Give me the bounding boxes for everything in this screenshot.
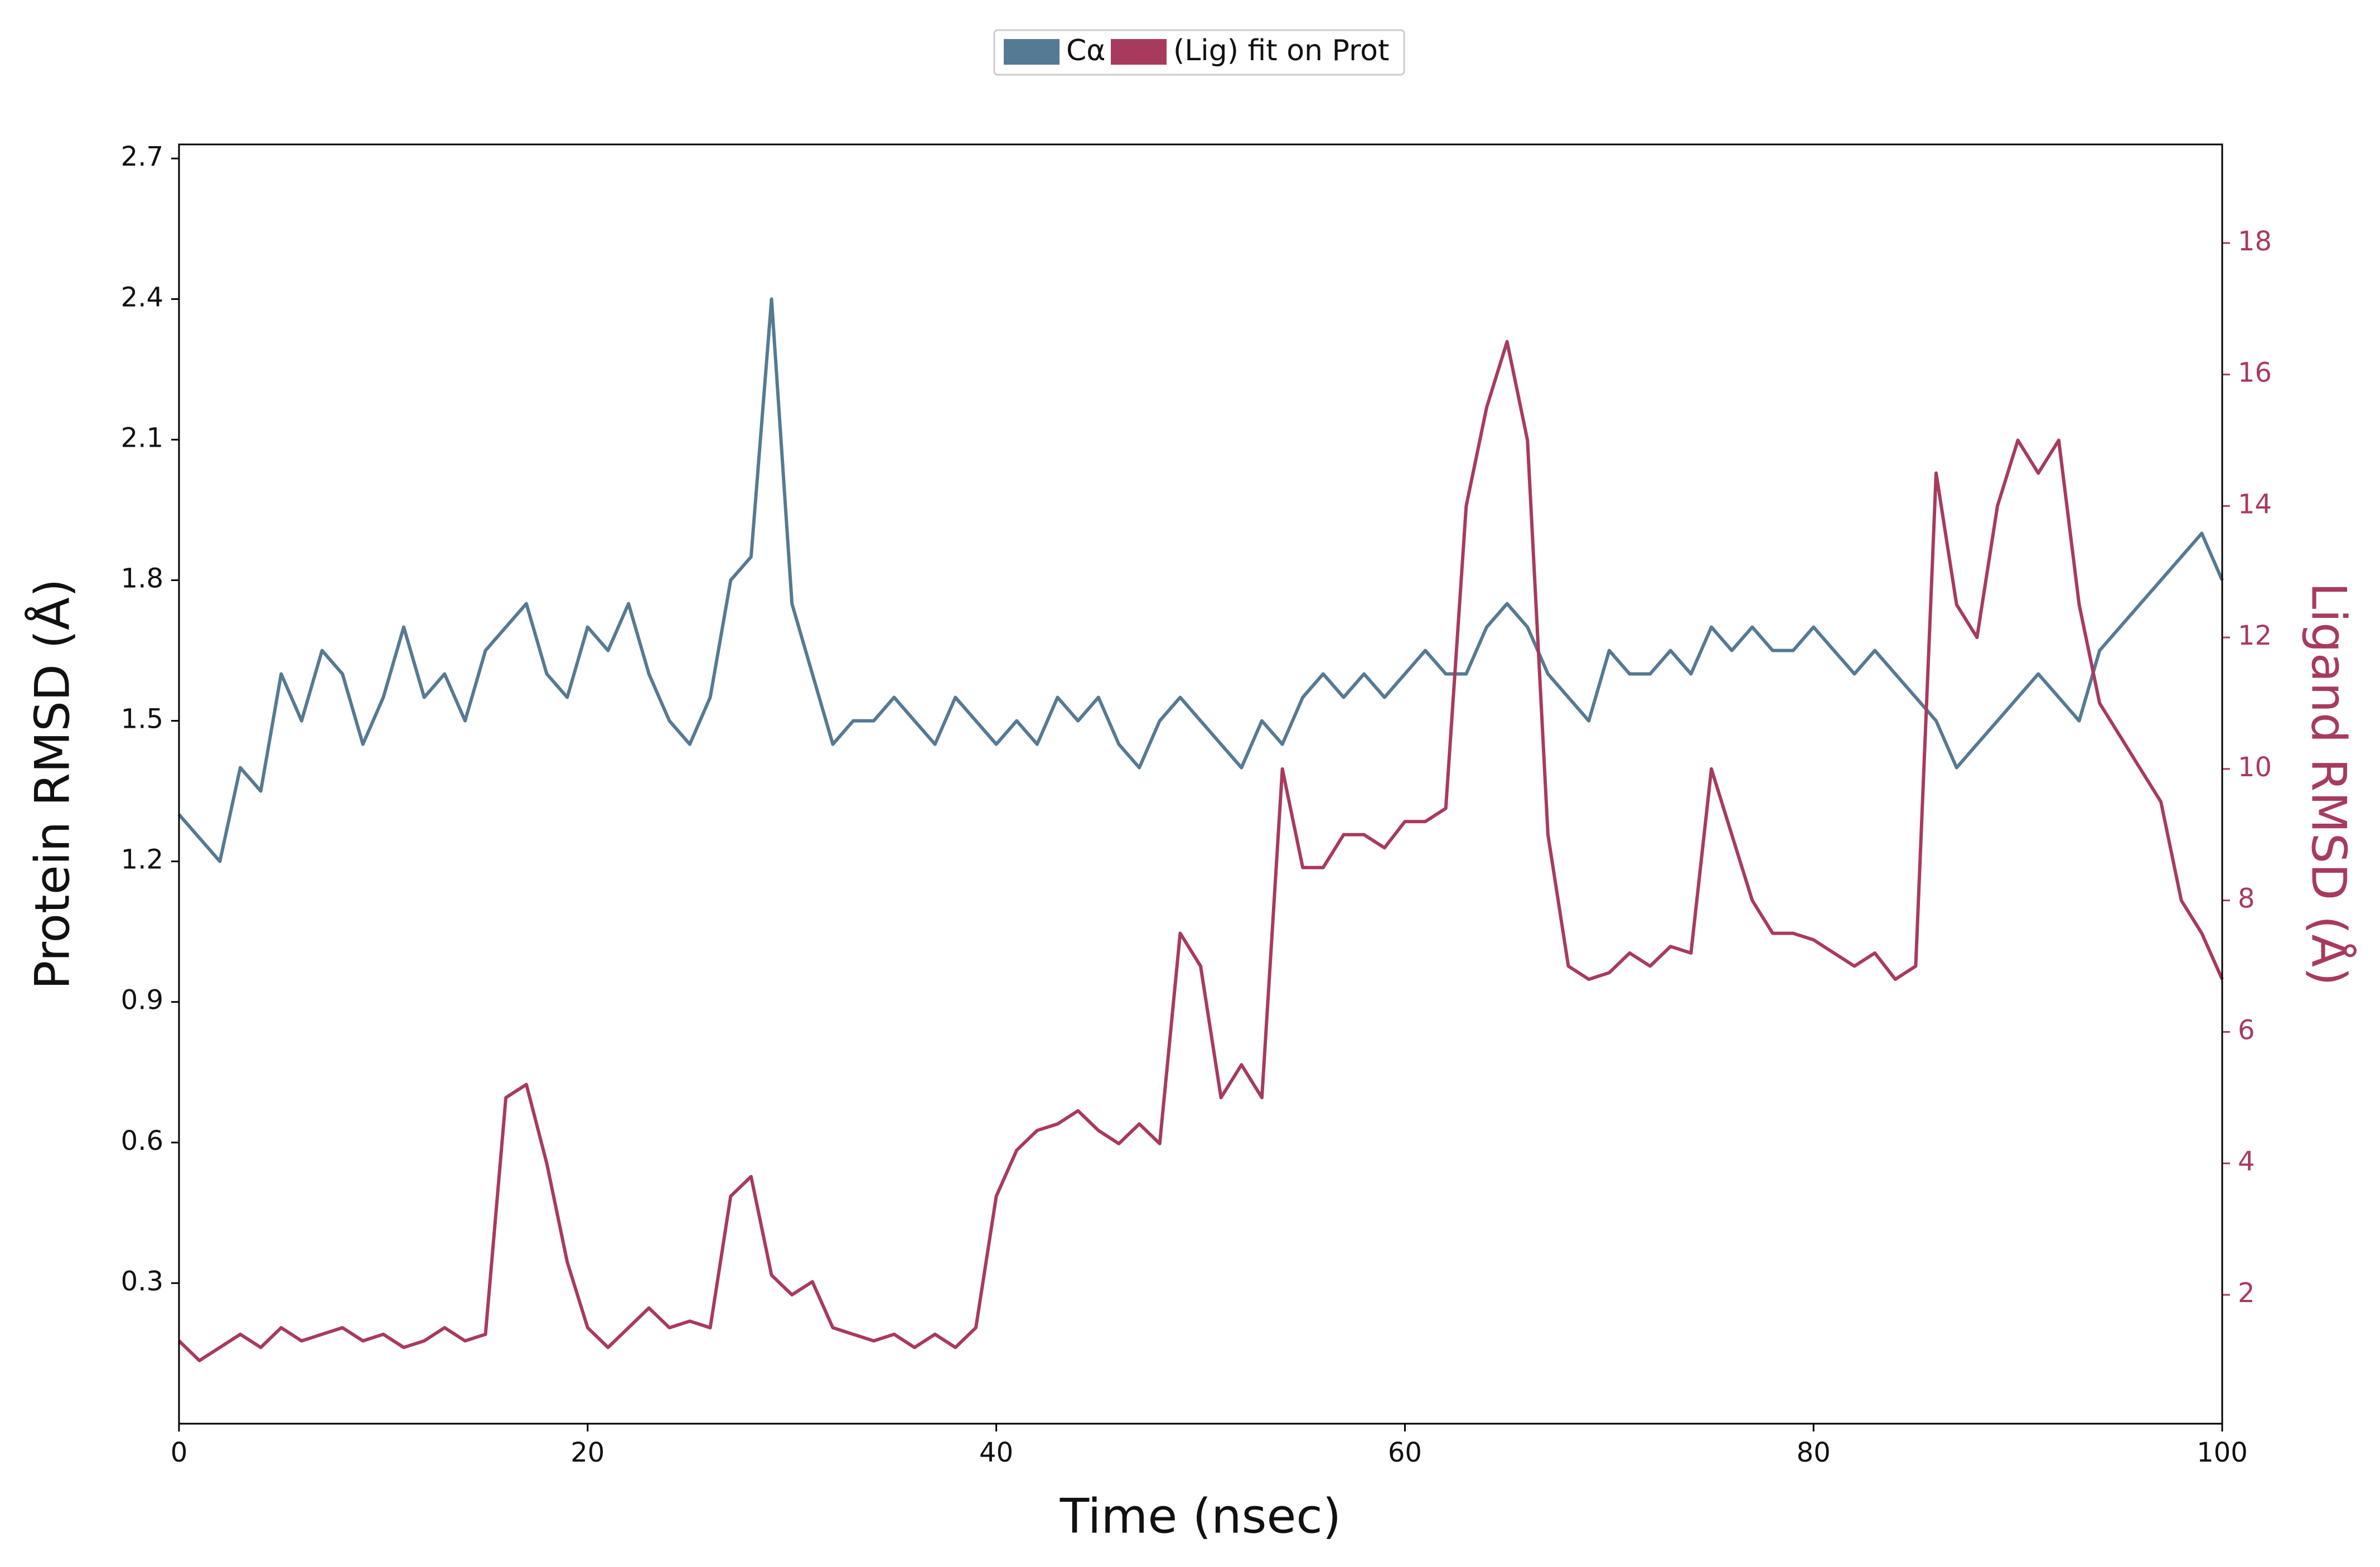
- data-line: [177, 340, 2224, 1362]
- y-axis-label: Protein RMSD (Å): [24, 579, 80, 990]
- x-tick-label: 40: [979, 1437, 1013, 1468]
- y2-axis-label: Ligand RMSD (Å): [2301, 582, 2357, 986]
- legend-box: [993, 29, 1405, 76]
- y-tick-label: 2.1: [121, 422, 163, 453]
- y2-tick-label: 10: [2238, 752, 2272, 783]
- y-tick-label: 0.3: [121, 1266, 163, 1297]
- y2-tick-label: 8: [2238, 883, 2255, 915]
- legend-label: (Lig) fit on Prot: [1173, 34, 1389, 67]
- y-tick-label: 0.6: [121, 1125, 163, 1157]
- legend-swatch: [1111, 39, 1167, 65]
- y2-tick-label: 4: [2238, 1146, 2255, 1177]
- y2-tick-label: 16: [2238, 357, 2272, 389]
- y-tick-label: 1.2: [121, 844, 163, 876]
- x-axis-label: Time (nsec): [1060, 1488, 1341, 1544]
- y2-tick-label: 14: [2238, 489, 2272, 520]
- x-tick-label: 60: [1388, 1437, 1422, 1468]
- y-tick-label: 2.4: [121, 282, 163, 313]
- y2-tick-label: 18: [2238, 226, 2272, 257]
- y-tick-label: 1.8: [121, 563, 163, 594]
- x-tick-label: 80: [1797, 1437, 1831, 1468]
- plot-frame: [178, 143, 2223, 1425]
- y-tick-label: 1.5: [121, 704, 163, 735]
- data-line: [177, 297, 2224, 863]
- y-tick-label: 2.7: [121, 141, 163, 172]
- legend-label: Cα: [1066, 34, 1106, 67]
- x-tick-label: 20: [570, 1437, 604, 1468]
- y2-tick-label: 12: [2238, 620, 2272, 651]
- y-tick-label: 0.9: [121, 985, 163, 1016]
- legend-swatch: [1004, 39, 1060, 65]
- y2-tick-label: 2: [2238, 1278, 2255, 1309]
- x-tick-label: 100: [2197, 1437, 2248, 1468]
- y2-tick-label: 6: [2238, 1014, 2255, 1046]
- x-tick-label: 0: [171, 1437, 188, 1468]
